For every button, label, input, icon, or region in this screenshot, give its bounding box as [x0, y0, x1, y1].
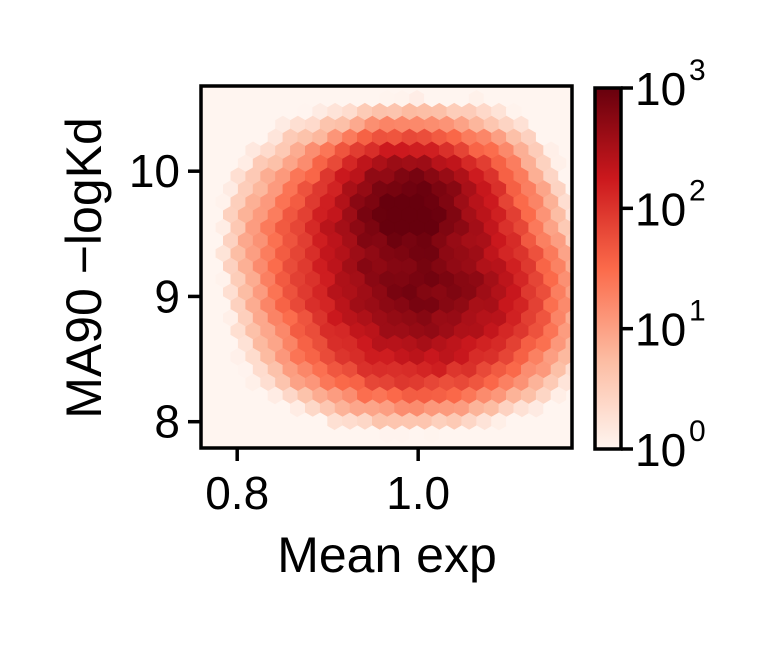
colorbar-tick-label: 10 — [635, 63, 686, 115]
hex-bin — [506, 412, 522, 431]
colorbar-frame — [593, 86, 623, 451]
hex-bin — [543, 399, 559, 418]
colorbar-tick-label: 10 — [635, 424, 686, 476]
hex-bin — [573, 374, 588, 391]
y-axis-title: MA90 −logKd — [56, 117, 112, 419]
colorbar-tick-exponent: 0 — [689, 415, 706, 448]
hex-bin — [573, 219, 588, 236]
y-tick-label: 8 — [154, 396, 180, 448]
colorbar-gradient — [595, 88, 621, 449]
y-tick-label: 10 — [129, 145, 180, 197]
colorbar-tick-label: 10 — [635, 183, 686, 235]
hex-bin — [573, 297, 588, 314]
y-axis-ticks: 8 9 10 — [129, 145, 201, 448]
hex-bin — [573, 348, 588, 365]
hex-bin — [573, 245, 588, 262]
hex-bin — [468, 425, 485, 444]
plot-frame — [199, 84, 574, 450]
hex-bin — [573, 323, 588, 340]
hex-bin — [573, 194, 588, 211]
x-tick-label: 1.0 — [386, 467, 450, 519]
colorbar-tick-exponent: 3 — [689, 54, 706, 87]
x-axis-ticks: 0.8 1.0 — [205, 448, 450, 519]
hex-bin — [573, 271, 588, 288]
colorbar-tick-exponent: 1 — [689, 295, 706, 328]
hexbin-cells — [201, 89, 588, 444]
x-tick-label: 0.8 — [205, 467, 269, 519]
colorbar-tick-exponent: 2 — [689, 174, 706, 207]
y-tick-label: 9 — [154, 270, 180, 322]
x-axis-title: Mean exp — [277, 527, 497, 583]
colorbar-tick-label: 10 — [635, 304, 686, 356]
